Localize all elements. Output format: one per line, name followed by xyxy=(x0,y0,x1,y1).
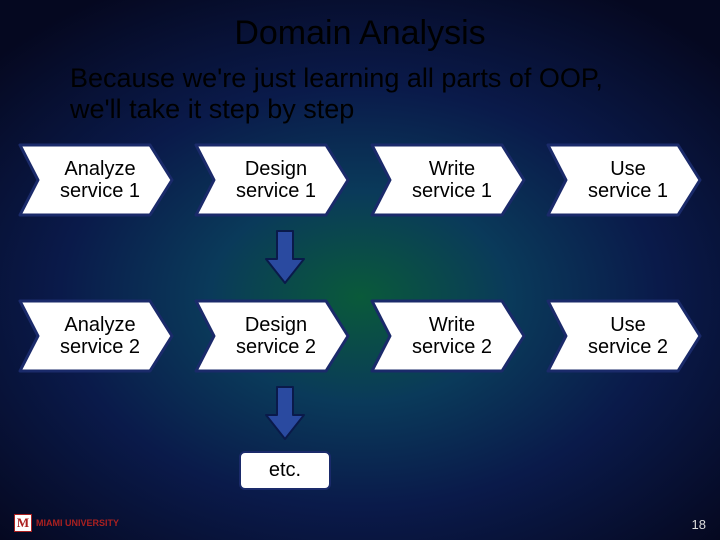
step-label-line1: Design xyxy=(245,314,307,336)
step-label-line2: service 2 xyxy=(588,336,668,358)
arrow-down-icon xyxy=(264,385,306,441)
process-row-2: Analyzeservice 2 Designservice 2 Writese… xyxy=(0,299,720,373)
etc-box: etc. xyxy=(239,451,331,490)
step-label-line2: service 1 xyxy=(60,180,140,202)
step-label-line2: service 1 xyxy=(236,180,316,202)
step-write-2: Writeservice 2 xyxy=(370,299,526,373)
slide-subtitle: Because we're just learning all parts of… xyxy=(0,53,720,125)
logo-text: MIAMI UNIVERSITY xyxy=(36,518,119,528)
step-label-line1: Write xyxy=(429,314,475,336)
step-label-line1: Analyze xyxy=(64,158,135,180)
etc-container: etc. xyxy=(0,451,720,490)
step-label-line1: Write xyxy=(429,158,475,180)
step-label-line1: Design xyxy=(245,158,307,180)
step-label-line2: service 1 xyxy=(588,180,668,202)
step-use-1: Useservice 1 xyxy=(546,143,702,217)
step-design-2: Designservice 2 xyxy=(194,299,350,373)
step-analyze-1: Analyzeservice 1 xyxy=(18,143,174,217)
step-design-1: Designservice 1 xyxy=(194,143,350,217)
step-write-1: Writeservice 1 xyxy=(370,143,526,217)
logo-mark: M xyxy=(14,514,32,532)
step-label-line1: Analyze xyxy=(64,314,135,336)
diagram-container: Analyzeservice 1 Designservice 1 Writese… xyxy=(0,143,720,490)
step-use-2: Useservice 2 xyxy=(546,299,702,373)
arrow-down-icon xyxy=(264,229,306,285)
process-row-1: Analyzeservice 1 Designservice 1 Writese… xyxy=(0,143,720,217)
step-label-line2: service 1 xyxy=(412,180,492,202)
step-label-line2: service 2 xyxy=(412,336,492,358)
step-label-line1: Use xyxy=(610,314,646,336)
step-label-line2: service 2 xyxy=(60,336,140,358)
step-label-line1: Use xyxy=(610,158,646,180)
footer-logo: M MIAMI UNIVERSITY xyxy=(14,514,119,532)
step-label-line2: service 2 xyxy=(236,336,316,358)
down-arrow-1 xyxy=(0,229,720,285)
step-analyze-2: Analyzeservice 2 xyxy=(18,299,174,373)
slide-title: Domain Analysis xyxy=(0,0,720,53)
page-number: 18 xyxy=(692,517,706,532)
down-arrow-2 xyxy=(0,385,720,441)
